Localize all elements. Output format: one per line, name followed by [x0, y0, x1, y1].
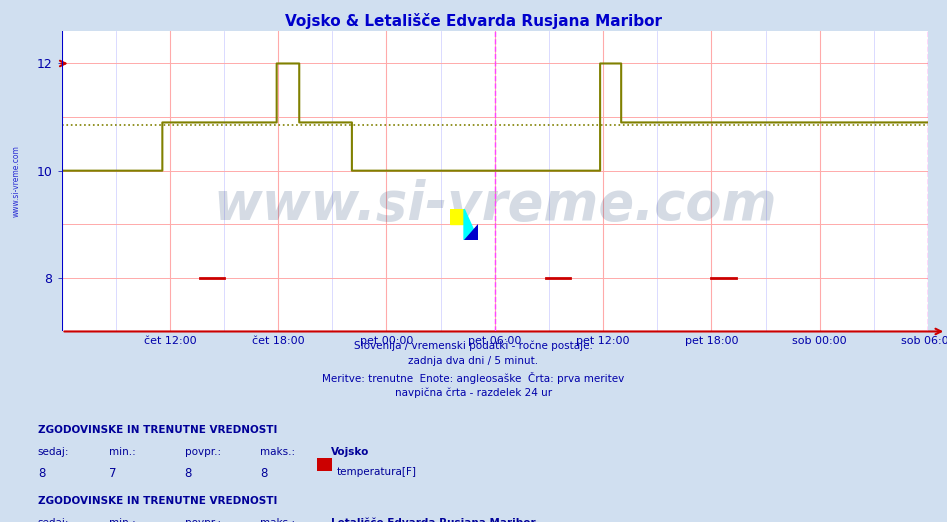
Text: maks.:: maks.: — [260, 447, 295, 457]
Text: Meritve: trenutne  Enote: angleosaške  Črta: prva meritev: Meritve: trenutne Enote: angleosaške Črt… — [322, 372, 625, 384]
Text: 8: 8 — [185, 467, 192, 480]
Text: zadnja dva dni / 5 minut.: zadnja dva dni / 5 minut. — [408, 356, 539, 366]
Text: min.:: min.: — [109, 447, 135, 457]
Text: navpična črta - razdelek 24 ur: navpična črta - razdelek 24 ur — [395, 387, 552, 398]
Text: 8: 8 — [260, 467, 268, 480]
Polygon shape — [464, 209, 478, 240]
Text: maks.:: maks.: — [260, 518, 295, 522]
Bar — [450, 209, 464, 224]
Text: Vojsko & Letališče Edvarda Rusjana Maribor: Vojsko & Letališče Edvarda Rusjana Marib… — [285, 13, 662, 29]
Text: ZGODOVINSKE IN TRENUTNE VREDNOSTI: ZGODOVINSKE IN TRENUTNE VREDNOSTI — [38, 425, 277, 435]
Text: www.si-vreme.com: www.si-vreme.com — [213, 180, 777, 231]
Text: 8: 8 — [38, 467, 45, 480]
Text: min.:: min.: — [109, 518, 135, 522]
Text: Slovenija / vremenski podatki - ročne postaje.: Slovenija / vremenski podatki - ročne po… — [354, 340, 593, 351]
Text: temperatura[F]: temperatura[F] — [337, 467, 417, 477]
Text: Letališče Edvarda Rusjana Maribor: Letališče Edvarda Rusjana Maribor — [331, 518, 536, 522]
Text: 7: 7 — [109, 467, 116, 480]
Text: sedaj:: sedaj: — [38, 447, 69, 457]
Text: ZGODOVINSKE IN TRENUTNE VREDNOSTI: ZGODOVINSKE IN TRENUTNE VREDNOSTI — [38, 496, 277, 506]
Text: Vojsko: Vojsko — [331, 447, 370, 457]
Text: sedaj:: sedaj: — [38, 518, 69, 522]
Text: povpr.:: povpr.: — [185, 518, 221, 522]
Text: www.si-vreme.com: www.si-vreme.com — [12, 146, 21, 217]
Polygon shape — [464, 224, 478, 240]
Text: povpr.:: povpr.: — [185, 447, 221, 457]
